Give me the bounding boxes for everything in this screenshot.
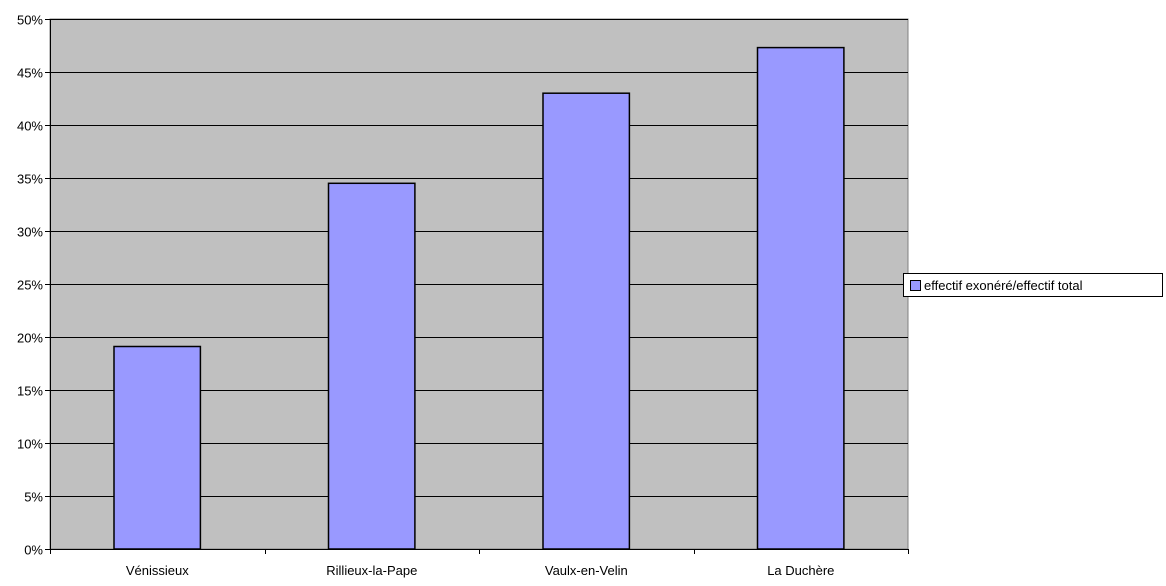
bar <box>113 345 202 550</box>
y-tick-label: 50% <box>17 13 43 28</box>
y-tick-label: 40% <box>17 119 43 134</box>
legend-swatch <box>910 279 921 291</box>
y-tick-label: 30% <box>17 225 43 240</box>
x-tick-label: Vénissieux <box>126 563 189 578</box>
bar <box>327 182 416 550</box>
y-tick-label: 45% <box>17 66 43 81</box>
y-tick-label: 35% <box>17 172 43 187</box>
x-tick-label: La Duchère <box>767 563 834 578</box>
x-tick-label: Vaulx-en-Velin <box>545 563 628 578</box>
y-tick-label: 20% <box>17 331 43 346</box>
chart-legend: effectif exonéré/effectif total <box>903 273 1163 297</box>
y-tick-label: 10% <box>17 437 43 452</box>
y-tick-label: 15% <box>17 384 43 399</box>
y-tick-label: 25% <box>17 278 43 293</box>
y-tick-label: 5% <box>24 490 43 505</box>
bar <box>542 92 631 550</box>
bar <box>756 46 845 550</box>
legend-label: effectif exonéré/effectif total <box>924 277 1083 293</box>
axes: 0% 5% 10% 15% 20% 25% 30% 35% 40% 45% 50% Vénissieu… <box>17 13 909 578</box>
y-tick-label: 0% <box>24 543 43 558</box>
x-tick-label: Rillieux-la-Pape <box>326 563 417 578</box>
